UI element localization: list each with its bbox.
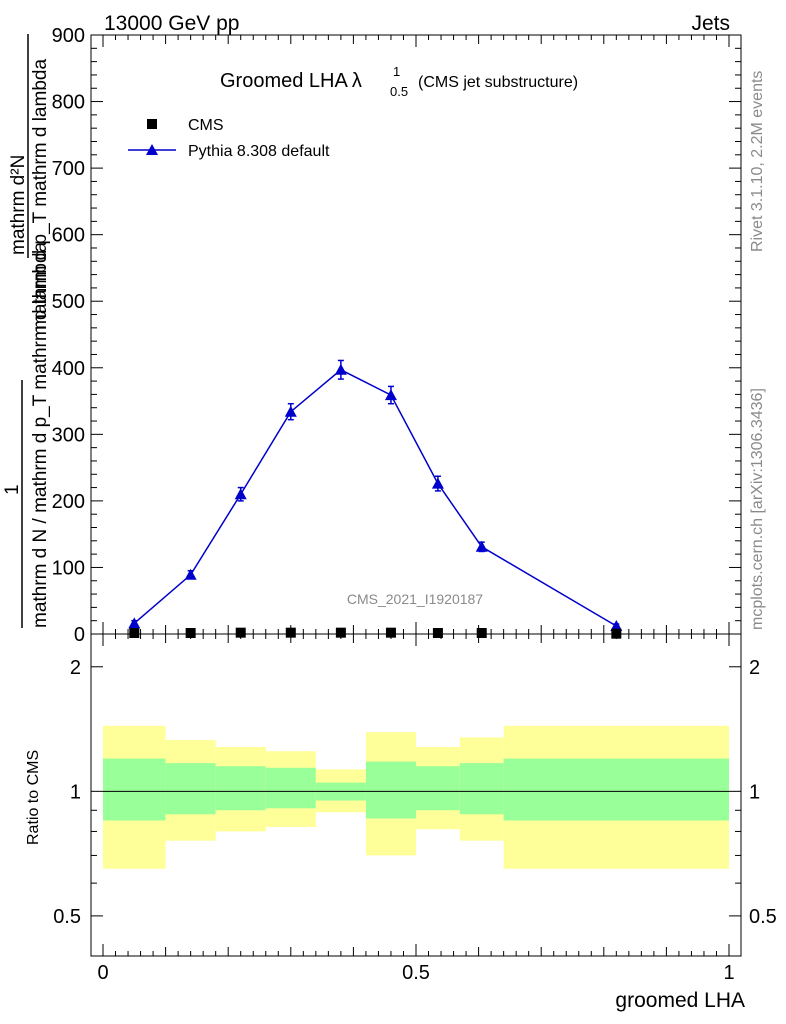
- x-tick-label: 1: [723, 962, 734, 984]
- title-symbol: λ: [352, 70, 362, 92]
- legend-mc-marker: [146, 144, 158, 155]
- analysis-watermark: CMS_2021_I1920187: [347, 591, 483, 607]
- mc-point: [234, 488, 247, 500]
- ratio-y-tick-label-left: 1: [70, 781, 81, 803]
- ratio-y-tick-label-right: 2: [749, 657, 760, 679]
- category-label: Jets: [691, 12, 730, 35]
- cms-point: [432, 628, 443, 639]
- ylabel-top: mathrm d²N: [8, 155, 29, 255]
- y-tick-label: 400: [52, 358, 85, 380]
- cms-point: [285, 627, 296, 638]
- y-tick-label: 700: [52, 158, 85, 180]
- ratio-y-tick-label-left: 2: [70, 657, 81, 679]
- ratio-y-tick-label-right: 0.5: [749, 906, 777, 928]
- y-tick-label: 800: [52, 92, 85, 114]
- ratio-axis-ticks: 0.5 0.5 1 1 2 2 0 0.5 1: [53, 634, 777, 984]
- mc-point: [384, 389, 397, 401]
- mcplots-label: mcplots.cern.ch [arXiv:1306.3436]: [749, 388, 766, 630]
- ratio-band-inner: [365, 761, 416, 819]
- legend-mc-label: Pythia 8.308 default: [188, 143, 330, 160]
- title-note: (CMS jet substructure): [418, 74, 578, 91]
- title-sub: 0.5: [390, 84, 408, 99]
- ylabel-top-mid: mathrm d p_T mathrm d lambda: [30, 59, 51, 330]
- ylabel-one: 1: [2, 484, 23, 495]
- legend-data-marker: [147, 119, 157, 129]
- x-tick-label: 0.5: [402, 962, 430, 984]
- mc-point: [284, 405, 297, 417]
- ratio-band-inner: [165, 763, 216, 815]
- y-tick-label: 600: [52, 225, 85, 247]
- y-tick-label: 100: [52, 557, 85, 579]
- title-sup: 1: [393, 64, 400, 79]
- mc-point: [334, 363, 347, 375]
- cms-point: [385, 627, 396, 638]
- energy-label: 13000 GeV pp: [104, 12, 239, 35]
- ratio-band-inner: [103, 758, 166, 821]
- legend-data-label: CMS: [188, 117, 224, 134]
- mc-point: [610, 620, 623, 632]
- ratio-band-inner: [416, 766, 460, 811]
- cms-point: [476, 628, 487, 639]
- mc-point: [128, 617, 141, 629]
- mc-series-line: [133, 368, 617, 627]
- ratio-band-inner: [503, 758, 729, 821]
- ratio-band-inner: [265, 767, 316, 809]
- cms-point: [235, 627, 246, 638]
- y-tick-label: 200: [52, 491, 85, 513]
- title-main: Groomed LHA: [220, 70, 348, 92]
- ylabel-bottom: mathrm d N / mathrm d p_T mathrm d lambd…: [30, 241, 51, 628]
- mc-point: [475, 540, 488, 552]
- legend: CMS Pythia 8.308 default: [128, 117, 330, 160]
- y-tick-label: 900: [52, 25, 85, 47]
- rivet-label: Rivet 3.1.10, 2.2M events: [749, 71, 766, 252]
- mc-point: [184, 568, 197, 580]
- plot-title: Groomed LHA λ 1 0.5 (CMS jet substructure…: [220, 64, 578, 99]
- y-tick-label: 500: [52, 291, 85, 313]
- x-axis-label: groomed LHA: [615, 989, 745, 1012]
- main-axis-ticks: 0 100 200 300 400 500 600 700 800 900: [52, 25, 741, 646]
- ratio-band-inner: [459, 763, 504, 815]
- x-tick-label: 0: [97, 962, 108, 984]
- ratio-bands-layer: [103, 725, 729, 869]
- ratio-y-tick-label-left: 0.5: [53, 906, 81, 928]
- mc-point: [431, 477, 444, 489]
- ratio-y-tick-label-right: 1: [749, 781, 760, 803]
- ratio-band-inner: [215, 766, 266, 811]
- y-tick-label: 300: [52, 424, 85, 446]
- ratio-ylabel: Ratio to CMS: [25, 750, 42, 845]
- y-tick-label: 0: [74, 624, 85, 646]
- cms-point: [129, 628, 140, 639]
- cms-point: [335, 627, 346, 638]
- cms-point: [185, 628, 196, 639]
